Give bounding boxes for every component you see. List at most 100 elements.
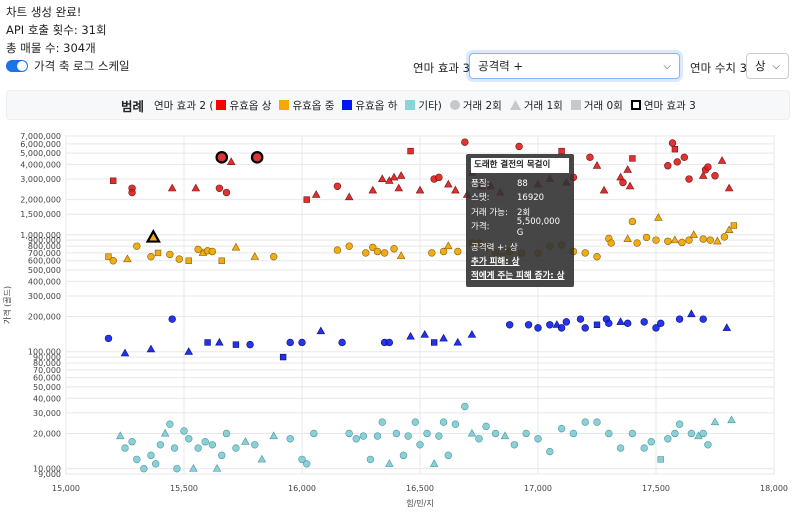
data-point — [369, 243, 377, 252]
legend-item: 거래 2회 — [449, 98, 502, 113]
tooltip-value: 88 — [517, 178, 528, 189]
data-point — [647, 438, 655, 446]
data-point — [720, 233, 729, 241]
data-point — [640, 318, 648, 326]
legend-title: 범례 — [121, 98, 145, 114]
data-point — [399, 451, 408, 460]
data-point — [218, 257, 225, 264]
data-point — [269, 431, 278, 440]
effect-select-label: 연마 효과 3 — [413, 61, 470, 75]
level-select[interactable]: 상 ⌵ — [746, 53, 789, 79]
data-point — [557, 324, 566, 332]
point-tooltip: 도래한 결전의 목걸이 품질: 88 스탯: 16920 거래 가능: 2회 가격: 5,50… — [466, 154, 574, 288]
data-point — [576, 315, 585, 323]
y-tick-label: 5,000,000 — [20, 149, 61, 158]
data-point — [522, 429, 530, 438]
legend-swatch — [405, 100, 416, 110]
data-point — [345, 429, 353, 438]
data-point — [250, 252, 260, 260]
data-point — [167, 183, 177, 192]
data-point — [664, 435, 672, 443]
data-point — [461, 138, 469, 146]
data-point — [344, 192, 354, 201]
data-point — [218, 451, 226, 460]
data-point — [687, 429, 696, 438]
data-point — [500, 431, 510, 440]
data-point — [430, 339, 438, 346]
data-point — [231, 242, 241, 251]
data-point — [704, 441, 712, 449]
log-scale-toggle[interactable]: 가격 축 로그 스케일 — [6, 58, 130, 74]
data-point — [298, 338, 306, 347]
y-tick-label: 6,000,000 — [20, 140, 61, 149]
data-point — [534, 435, 542, 443]
data-point — [685, 236, 693, 244]
data-point — [685, 175, 693, 183]
y-tick-label: 9,000 — [38, 470, 61, 479]
toggle-switch[interactable] — [6, 60, 28, 72]
data-point — [625, 181, 635, 190]
log-scale-label: 가격 축 로그 스케일 — [34, 59, 130, 73]
data-point — [423, 429, 431, 438]
data-point — [368, 185, 378, 194]
data-point — [147, 252, 155, 261]
effect-select[interactable]: 공격력 + ⌵ — [469, 53, 680, 79]
legend-label: 거래 1회 — [523, 99, 563, 112]
data-point — [208, 441, 217, 449]
data-point — [599, 185, 609, 194]
data-point — [222, 188, 231, 197]
data-point — [435, 432, 443, 440]
data-point — [607, 239, 615, 247]
data-point — [510, 441, 519, 449]
y-tick-label: 80,000 — [33, 359, 61, 368]
x-tick-label: 18,000 — [760, 484, 788, 493]
data-point — [151, 460, 160, 468]
legend-label: 거래 2회 — [462, 99, 502, 112]
data-point — [415, 185, 425, 194]
data-point — [730, 222, 738, 229]
legend-item: 거래 1회 — [509, 98, 563, 113]
data-point — [491, 429, 500, 438]
data-point — [156, 441, 165, 449]
data-point — [251, 441, 259, 449]
data-point — [616, 444, 625, 452]
data-point — [668, 139, 677, 147]
y-tick-label: 3,000,000 — [20, 175, 61, 184]
data-point — [147, 451, 155, 460]
x-tick-label: 16,000 — [288, 484, 316, 493]
data-point — [652, 236, 660, 244]
legend-label: 거래 0회 — [583, 99, 623, 112]
data-point — [678, 238, 686, 247]
y-tick-label: 1,000,000 — [20, 231, 61, 240]
data-point — [451, 185, 460, 194]
data-point — [121, 444, 129, 452]
data-point — [390, 245, 398, 253]
highlighted-point — [145, 229, 161, 243]
data-point — [333, 182, 342, 190]
data-point — [453, 337, 463, 346]
y-tick-label: 10,000 — [33, 465, 61, 474]
data-point — [616, 317, 625, 325]
tooltip-row: 거래 가능: 2회 — [471, 206, 569, 221]
status-api-calls: API 호출 횟수: 31회 — [6, 23, 107, 37]
data-point — [362, 249, 370, 257]
data-point — [396, 171, 406, 179]
x-tick-label: 17,500 — [642, 484, 670, 493]
data-point — [652, 324, 660, 332]
data-point — [605, 319, 613, 328]
tooltip-value: 5,500,000 G — [516, 216, 560, 239]
data-point — [191, 183, 201, 192]
y-tick-label: 30,000 — [33, 409, 61, 418]
data-point — [128, 438, 136, 446]
data-point — [689, 230, 699, 238]
data-point — [619, 178, 627, 187]
data-point — [673, 158, 681, 166]
y-tick-label: 900,000 — [28, 236, 61, 245]
data-point — [592, 161, 602, 169]
data-point — [562, 318, 571, 326]
data-point — [286, 435, 294, 443]
tooltip-key: 스탯: — [471, 193, 490, 204]
x-axis-label: 힘/민/지 — [406, 498, 433, 508]
legend-swatch — [342, 100, 353, 110]
